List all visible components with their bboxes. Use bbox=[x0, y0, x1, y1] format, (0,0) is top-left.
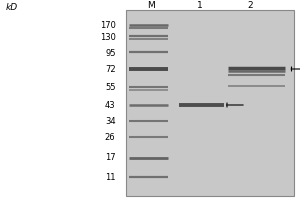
Text: 130: 130 bbox=[100, 32, 116, 42]
Text: 11: 11 bbox=[105, 172, 116, 182]
FancyBboxPatch shape bbox=[126, 10, 294, 196]
Text: 43: 43 bbox=[105, 100, 116, 110]
Text: 95: 95 bbox=[105, 48, 116, 58]
Text: 1: 1 bbox=[196, 1, 202, 10]
Text: 170: 170 bbox=[100, 21, 116, 29]
Text: 17: 17 bbox=[105, 154, 116, 162]
Text: 55: 55 bbox=[105, 83, 116, 92]
Text: M: M bbox=[148, 1, 155, 10]
Text: 34: 34 bbox=[105, 116, 116, 126]
Text: 2: 2 bbox=[248, 1, 253, 10]
Text: 26: 26 bbox=[105, 132, 116, 142]
Text: 72: 72 bbox=[105, 64, 116, 73]
Text: kD: kD bbox=[6, 3, 18, 12]
